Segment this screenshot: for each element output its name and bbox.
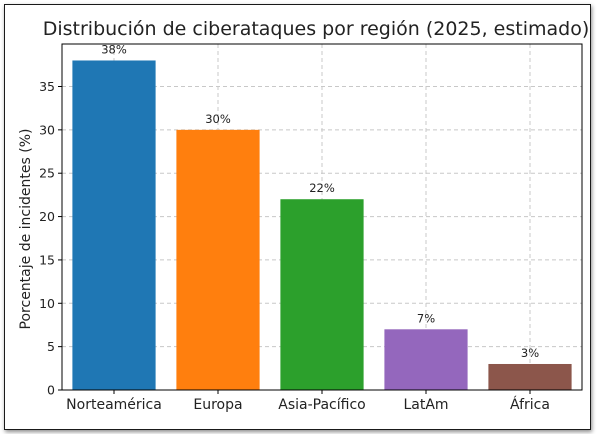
bar-1 xyxy=(176,129,260,391)
y-tick-label: 35 xyxy=(39,79,55,94)
x-category-label: Asia-Pacífico xyxy=(278,397,365,413)
bar-3 xyxy=(384,329,468,390)
y-axis-label: Porcentaje de incidentes (%) xyxy=(18,129,34,330)
x-category-label: África xyxy=(510,396,550,413)
y-axis-ticks: 0 5 10 15 20 25 30 35 xyxy=(39,79,62,398)
x-category-label: LatAm xyxy=(403,397,448,413)
bar-value-label: 38% xyxy=(101,42,127,56)
y-tick-label: 5 xyxy=(47,339,55,354)
y-tick-label: 30 xyxy=(39,122,55,137)
y-tick-label: 25 xyxy=(39,166,55,181)
bar-4 xyxy=(488,363,572,390)
x-category-label: Norteamérica xyxy=(66,397,162,413)
bar-value-label: 30% xyxy=(205,112,231,126)
bars xyxy=(72,60,572,391)
bar-value-label: 22% xyxy=(309,181,335,195)
x-axis-ticks: Norteamérica Europa Asia-Pacífico LatAm Áfri… xyxy=(66,390,550,413)
y-tick-label: 10 xyxy=(39,296,55,311)
bar-2 xyxy=(280,199,364,390)
chart-title: Distribución de ciberataques por región … xyxy=(43,18,590,40)
y-tick-label: 0 xyxy=(47,383,55,398)
bar-0 xyxy=(72,60,156,390)
data-labels: 38% 30% 22% 7% 3% xyxy=(101,42,539,360)
bar-value-label: 7% xyxy=(417,311,435,325)
y-tick-label: 20 xyxy=(39,209,55,224)
y-tick-label: 15 xyxy=(39,252,55,267)
bar-value-label: 3% xyxy=(521,346,539,360)
x-category-label: Europa xyxy=(193,397,242,413)
